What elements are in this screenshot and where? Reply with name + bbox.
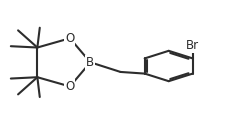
Text: O: O	[65, 80, 74, 93]
Text: B: B	[86, 56, 94, 69]
Text: Br: Br	[186, 39, 199, 52]
Text: O: O	[65, 32, 74, 45]
